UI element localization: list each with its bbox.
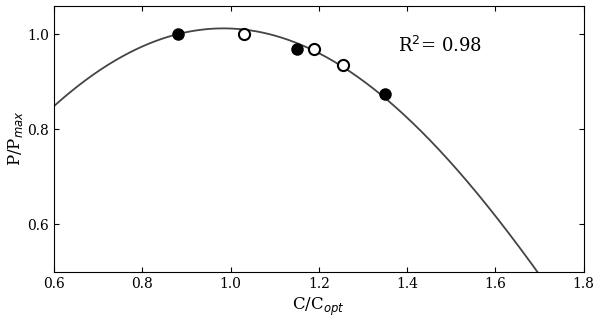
Y-axis label: P/P$_{max}$: P/P$_{max}$	[5, 111, 25, 167]
Text: R$^2$= 0.98: R$^2$= 0.98	[398, 36, 482, 56]
X-axis label: C/C$_{opt}$: C/C$_{opt}$	[292, 296, 345, 318]
